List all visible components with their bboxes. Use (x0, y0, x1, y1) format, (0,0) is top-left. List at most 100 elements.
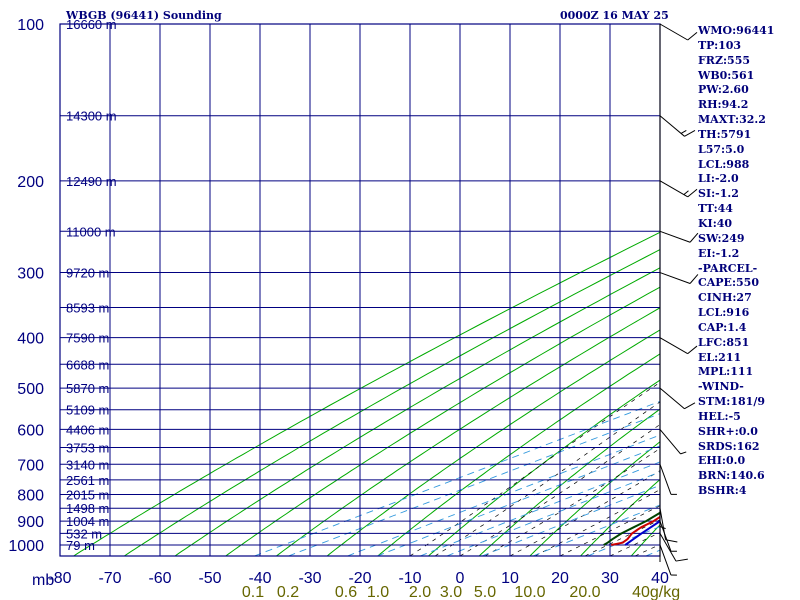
temperature-tick-label: -60 (148, 570, 171, 587)
mixing-ratio-label: 1.0 (367, 584, 389, 600)
index-item: LCL:988 (698, 157, 750, 171)
pressure-tick-label: 800 (17, 487, 44, 504)
index-item: -PARCEL- (698, 261, 758, 275)
wind-barb-flag (684, 130, 696, 137)
temperature-tick-label: -40 (248, 570, 271, 587)
wind-barb (659, 520, 672, 552)
index-item: BRN:140.6 (698, 469, 765, 483)
mixing-ratio-line (347, 434, 660, 556)
mixing-ratio-line (288, 413, 660, 556)
index-item: TP:103 (698, 38, 742, 52)
mixing-ratio-label: 3.0 (440, 584, 462, 600)
mixing-ratio-line (377, 445, 660, 556)
height-label: 1498 m (66, 501, 109, 516)
index-item: SI:-1.2 (698, 187, 739, 201)
height-label: 9720 m (66, 266, 109, 281)
dry-adiabat-line (326, 329, 660, 556)
pressure-tick-label: 500 (17, 381, 44, 398)
height-labels: 16660 m 14300 m 12490 m 11000 m 9720 m 8593 m… (66, 17, 117, 553)
temperature-tick-label: -80 (48, 570, 71, 587)
index-item: TT:44 (698, 202, 733, 216)
wind-barb (659, 272, 691, 284)
index-item: TH:5791 (698, 127, 752, 141)
mixing-ratio-line (532, 504, 660, 556)
chart-title: WBGB (96441) Sounding (66, 9, 222, 22)
mixing-ratio-line (587, 526, 660, 556)
moist-adiabat-line (559, 505, 660, 556)
wind-barb-flag (683, 190, 689, 195)
index-item: HEL:-5 (698, 409, 741, 423)
height-label: 7590 m (66, 331, 109, 346)
index-item: CAPE:550 (698, 276, 759, 290)
mixing-ratio-label: 5.0 (474, 584, 496, 600)
wind-barb-flag (680, 130, 687, 134)
index-item: STM:181/9 (698, 395, 765, 409)
index-item: EHI:0.0 (698, 454, 746, 468)
dry-adiabats (73, 24, 800, 556)
index-item: LI:-2.0 (698, 172, 739, 186)
pressure-tick-label: 200 (17, 174, 44, 191)
height-label: 4406 m (66, 422, 109, 437)
wind-barb (659, 429, 681, 455)
index-item: PW:2.60 (698, 83, 749, 97)
pressure-tick-label: 600 (17, 422, 44, 439)
height-label: 79 m (66, 538, 95, 553)
temperature-tick-label: -30 (298, 570, 321, 587)
wind-barb (659, 180, 688, 198)
wind-barb-flag (659, 526, 666, 530)
wind-barb (659, 387, 685, 410)
temperature-tick-label: 0 (456, 570, 465, 587)
dry-adiabat-line (783, 24, 800, 556)
wind-barb (659, 544, 672, 576)
wind-barb-flag (675, 558, 688, 562)
index-item: LCL:916 (698, 306, 750, 320)
height-label: 11000 m (66, 224, 116, 239)
index-item: -WIND- (698, 380, 744, 394)
temperature-tick-label: -70 (98, 570, 121, 587)
index-item: CAP:1.4 (698, 320, 747, 334)
wind-barb-flag (665, 539, 678, 543)
wind-barb-flag (684, 402, 696, 410)
height-label: 3753 m (66, 440, 109, 455)
wind-barb-flag (689, 232, 699, 243)
pressure-temperature-grid (59, 23, 661, 557)
index-item: WB0:561 (698, 68, 755, 82)
temperature-tick-label: 20 (551, 570, 569, 587)
mixing-ratio-lines (254, 400, 660, 556)
mixing-ratio-label: 2.0 (409, 584, 431, 600)
mixing-ratio-label: 10.0 (514, 584, 545, 600)
height-label: 14300 m (66, 109, 117, 124)
index-item: CINH:27 (698, 291, 752, 305)
mixing-ratio-label: 0.6 (335, 584, 357, 600)
temperature-tick-label: -50 (198, 570, 221, 587)
mixing-ratio-label: 20.0 (569, 584, 600, 600)
sounding-indices: WMO:96441 TP:103 FRZ:555 WB0:561 PW:2.60 RH:9… (698, 24, 774, 499)
wind-barb (659, 508, 667, 540)
temperature-tick-label: -20 (348, 570, 371, 587)
pressure-tick-label: 1000 (8, 538, 44, 555)
dry-adiabat-line (529, 441, 660, 556)
dry-adiabat-line (478, 408, 660, 556)
chart-timestamp: 0000Z 16 MAY 25 (560, 9, 669, 22)
index-item: SRDS:162 (698, 439, 760, 453)
height-label: 8593 m (66, 300, 109, 315)
dry-adiabat-line (225, 286, 660, 556)
axis-unit-label: mb (32, 572, 54, 589)
height-label: 5870 m (66, 381, 109, 396)
index-item: SW:249 (698, 231, 745, 245)
height-label: 1004 m (66, 514, 109, 529)
wind-barb (659, 115, 685, 137)
pressure-tick-label: 900 (17, 514, 44, 531)
height-label: 3140 m (66, 457, 109, 472)
wind-barb (659, 230, 691, 243)
index-item: WMO:96441 (698, 24, 775, 37)
wind-barb-flag (680, 451, 687, 455)
mixing-ratio-label: g/kg (650, 584, 680, 600)
pressure-tick-label: 300 (17, 266, 44, 283)
moist-adiabat-line (484, 447, 660, 556)
wind-barb (659, 337, 688, 355)
index-item: FRZ:555 (698, 53, 751, 67)
dry-adiabat-line (174, 267, 660, 556)
